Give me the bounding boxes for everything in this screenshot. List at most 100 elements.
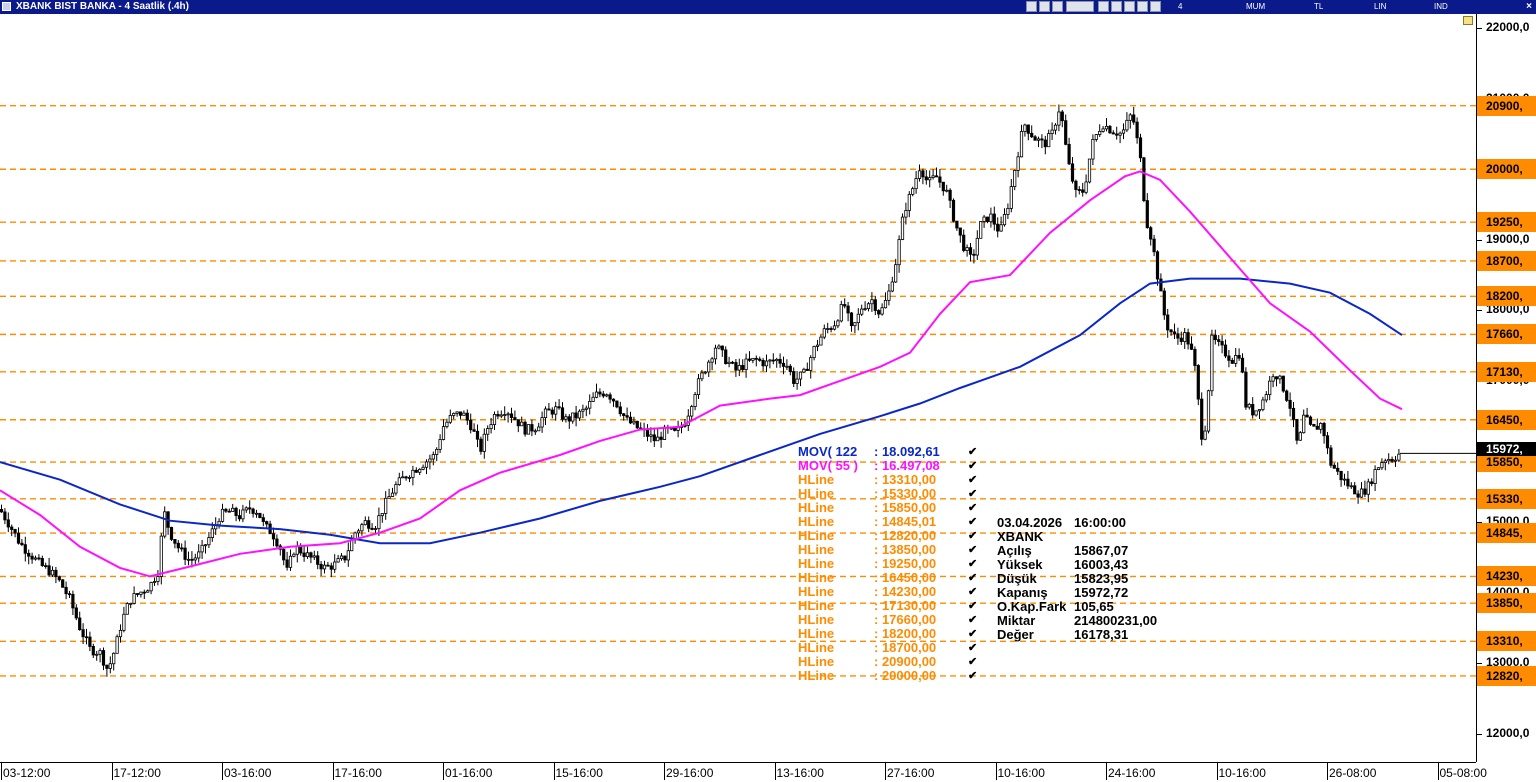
candle-body xyxy=(200,544,204,553)
hline-badge[interactable]: 18700, xyxy=(1477,250,1536,271)
candle-body xyxy=(309,552,313,558)
candle-body xyxy=(1179,337,1183,342)
candle-body xyxy=(836,320,840,327)
candle-body xyxy=(979,221,983,239)
chart-type-label[interactable]: MUM xyxy=(1246,2,1266,11)
check-icon[interactable]: ✔ xyxy=(968,628,978,640)
check-icon[interactable]: ✔ xyxy=(968,502,978,514)
candle-body xyxy=(948,189,952,201)
candle-body xyxy=(91,646,95,656)
candle-body xyxy=(360,524,364,532)
candle-body xyxy=(1087,158,1092,183)
candle-body xyxy=(1111,132,1115,135)
candle-body xyxy=(305,552,310,557)
check-icon[interactable]: ✔ xyxy=(968,670,978,682)
candle-body xyxy=(958,227,962,236)
tool-icon[interactable] xyxy=(1066,1,1094,12)
check-icon[interactable]: ✔ xyxy=(968,460,978,472)
currency-label[interactable]: TL xyxy=(1314,2,1324,11)
info-key: Miktar xyxy=(997,613,1036,628)
hline-badge[interactable]: 17660, xyxy=(1477,324,1536,345)
tool-icon[interactable] xyxy=(1026,1,1037,12)
hline-badge[interactable]: 18200, xyxy=(1477,286,1536,307)
candle-body xyxy=(1166,314,1170,331)
candle-body xyxy=(64,586,68,595)
tool-icon[interactable] xyxy=(1150,1,1161,12)
legend-name: HLine xyxy=(798,528,835,543)
legend-value: : 17130,00 xyxy=(874,598,937,613)
candle-body xyxy=(730,361,735,364)
candle-body xyxy=(543,408,548,418)
candle-body xyxy=(1261,399,1265,410)
hline-badge[interactable]: 20000, xyxy=(1477,159,1536,180)
pencil-icon[interactable] xyxy=(1124,1,1135,12)
hline-badge[interactable]: 13310, xyxy=(1477,631,1536,652)
candle-body xyxy=(771,359,775,362)
lock-icon[interactable] xyxy=(1463,16,1473,25)
tool-icon[interactable] xyxy=(1137,1,1148,12)
close-icon[interactable]: × xyxy=(1526,1,1532,12)
candle-body xyxy=(465,412,469,421)
check-icon[interactable]: ✔ xyxy=(968,614,978,626)
x-tick-label: 27-16:00 xyxy=(887,766,935,780)
check-icon[interactable]: ✔ xyxy=(968,572,978,584)
candle-body xyxy=(700,372,704,380)
candle-body xyxy=(1244,371,1248,408)
candle-body xyxy=(533,430,537,433)
candle-body xyxy=(489,424,493,429)
candle-body xyxy=(1264,394,1268,401)
candle-body xyxy=(1227,355,1231,361)
check-icon[interactable]: ✔ xyxy=(968,544,978,556)
hline-badge[interactable]: 14230, xyxy=(1477,566,1536,587)
candle-body xyxy=(322,564,327,570)
check-icon[interactable]: ✔ xyxy=(968,530,978,542)
candle-body xyxy=(717,345,721,349)
hline-badge[interactable]: 12820, xyxy=(1477,665,1536,686)
candle-body xyxy=(95,653,99,656)
candle-body xyxy=(288,555,293,568)
hline-badge[interactable]: 15330, xyxy=(1477,488,1536,509)
price-chart[interactable] xyxy=(0,0,1476,762)
tool-icon[interactable] xyxy=(1039,1,1050,12)
tool-icon[interactable] xyxy=(1111,1,1122,12)
tool-icon[interactable] xyxy=(1098,1,1109,12)
check-icon[interactable]: ✔ xyxy=(968,516,978,528)
check-icon[interactable]: ✔ xyxy=(968,656,978,668)
hline-badge[interactable]: 17130, xyxy=(1477,361,1536,382)
candle-body xyxy=(452,412,456,416)
candle-body xyxy=(142,591,146,594)
y-tick-label: 13000,0 xyxy=(1486,655,1530,670)
check-icon[interactable]: ✔ xyxy=(968,586,978,598)
scale-label[interactable]: LIN xyxy=(1374,2,1387,11)
candle-body xyxy=(1295,418,1299,441)
hline-badge[interactable]: 19250, xyxy=(1477,212,1536,233)
candle-body xyxy=(248,507,252,510)
check-icon[interactable]: ✔ xyxy=(968,600,978,612)
candle-body xyxy=(1237,355,1241,359)
legend-name: HLine xyxy=(798,640,835,655)
check-icon[interactable]: ✔ xyxy=(968,558,978,570)
hline-badge[interactable]: 16450, xyxy=(1477,409,1536,430)
tool-icon[interactable] xyxy=(1052,1,1063,12)
candle-body xyxy=(632,420,636,424)
candle-body xyxy=(254,512,259,515)
hline-badge[interactable]: 13850, xyxy=(1477,593,1536,614)
candle-body xyxy=(798,371,803,380)
indicator-label[interactable]: IND xyxy=(1434,2,1448,11)
candle-body xyxy=(6,519,10,528)
candle-body xyxy=(625,415,629,418)
hline-badge[interactable]: 14845, xyxy=(1477,523,1536,543)
check-icon[interactable]: ✔ xyxy=(968,488,978,500)
candle-body xyxy=(319,564,323,570)
app-icon xyxy=(2,2,11,11)
candle-body xyxy=(356,530,361,534)
timeframe-label[interactable]: 4 Saatlik xyxy=(1178,2,1203,23)
check-icon[interactable]: ✔ xyxy=(968,642,978,654)
legend-name: MOV( 55 ) xyxy=(798,458,858,473)
candle-body xyxy=(1359,488,1364,498)
check-icon[interactable]: ✔ xyxy=(968,446,978,458)
candle-body xyxy=(778,358,782,364)
hline-badge[interactable]: 20900, xyxy=(1477,95,1536,116)
check-icon[interactable]: ✔ xyxy=(968,474,978,486)
hline-badge[interactable]: 15850, xyxy=(1477,452,1536,473)
